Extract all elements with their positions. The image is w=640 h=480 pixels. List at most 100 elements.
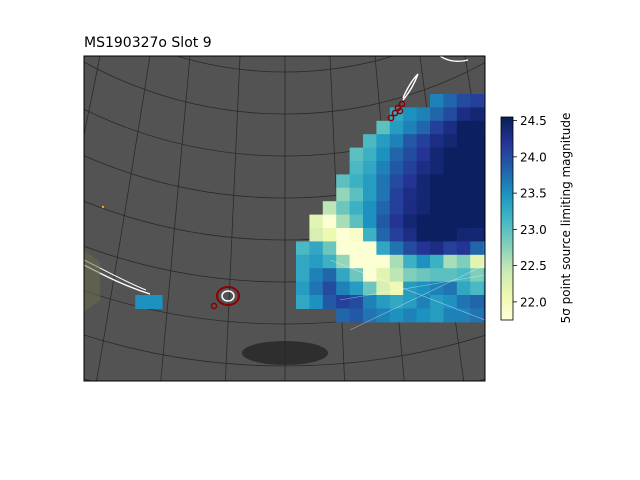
magnitude-cell [483, 268, 485, 283]
magnitude-cell [470, 214, 485, 229]
magnitude-cell [403, 161, 418, 175]
magnitude-cell [363, 134, 377, 149]
magnitude-cell [349, 174, 364, 189]
plot-axes [83, 55, 486, 382]
graticule-meridian [84, 56, 101, 137]
magnitude-cell [456, 281, 471, 296]
magnitude-cell [363, 214, 377, 229]
magnitude-cell [376, 308, 391, 323]
coverage-patch [84, 250, 100, 312]
magnitude-cell [309, 281, 324, 296]
magnitude-cell [443, 281, 458, 296]
magnitude-cell [456, 120, 471, 135]
magnitude-cell [389, 201, 404, 216]
magnitude-cell [430, 161, 444, 175]
candidate-marker [216, 286, 240, 306]
magnitude-cell [376, 214, 391, 229]
magnitude-cell [416, 241, 431, 256]
magnitude-cell [470, 228, 485, 242]
magnitude-cell [349, 308, 364, 323]
magnitude-cell [322, 254, 337, 269]
magnitude-cell [470, 187, 485, 202]
magnitude-cell [389, 187, 404, 202]
magnitude-cell [483, 254, 485, 269]
magnitude-cell [403, 254, 418, 269]
magnitude-cell [430, 201, 444, 216]
magnitude-cell [443, 308, 458, 323]
colorbar-tick-label: 23.5 [520, 187, 547, 201]
magnitude-cell [376, 161, 391, 175]
magnitude-cell [322, 268, 337, 283]
magnitude-cell [363, 201, 377, 216]
magnitude-cell [416, 161, 431, 175]
magnitude-cell [456, 174, 471, 189]
graticule-meridian [225, 56, 241, 381]
magnitude-cell [389, 161, 404, 175]
magnitude-cell [403, 241, 418, 256]
magnitude-cell [430, 187, 444, 202]
magnitude-cell [322, 241, 337, 256]
magnitude-cell [443, 214, 458, 229]
magnitude-cell [403, 174, 418, 189]
magnitude-cell [322, 214, 337, 229]
magnitude-cell [430, 295, 444, 309]
magnitude-cell [336, 174, 351, 189]
magnitude-cell [443, 241, 458, 256]
limiting-magnitude-cells [135, 94, 485, 323]
colorbar-tick-label: 24.0 [520, 150, 547, 164]
magnitude-cell [416, 134, 431, 149]
magnitude-cell [376, 201, 391, 216]
magnitude-cell [430, 268, 444, 283]
magnitude-cell [349, 295, 364, 309]
magnitude-cell [430, 214, 444, 229]
magnitude-cell [430, 120, 444, 135]
magnitude-cell [456, 94, 471, 108]
magnitude-cell [483, 120, 485, 135]
magnitude-cell [456, 214, 471, 229]
magnitude-cell [336, 268, 351, 283]
magnitude-cell [430, 281, 444, 296]
magnitude-cell [309, 254, 324, 269]
magnitude-cell [416, 214, 431, 229]
magnitude-cell [483, 147, 485, 162]
sun-exclusion-region [242, 341, 328, 365]
magnitude-cell [470, 254, 485, 269]
magnitude-cell [403, 214, 418, 229]
magnitude-cell [443, 174, 458, 189]
magnitude-cell [363, 147, 377, 162]
magnitude-cell [416, 228, 431, 242]
magnitude-cell [443, 254, 458, 269]
magnitude-cell [416, 187, 431, 202]
magnitude-cell [443, 268, 458, 283]
magnitude-cell [363, 228, 377, 242]
magnitude-cell [363, 161, 377, 175]
magnitude-cell [403, 201, 418, 216]
magnitude-cell [376, 254, 391, 269]
magnitude-cell [349, 161, 364, 175]
candidate-marker [398, 100, 406, 108]
magnitude-cell [336, 295, 351, 309]
magnitude-cell [430, 241, 444, 256]
magnitude-cell [322, 201, 337, 216]
candidate-marker [391, 109, 399, 117]
magnitude-cell [389, 134, 404, 149]
magnitude-cell [470, 120, 485, 135]
magnitude-cell [309, 228, 324, 242]
magnitude-cell [470, 134, 485, 149]
magnitude-cell [443, 107, 458, 122]
graticule-meridian [160, 56, 191, 381]
chart-title: MS190327o Slot 9 [84, 35, 212, 51]
magnitude-cell [363, 187, 377, 202]
magnitude-cell [456, 107, 471, 122]
magnitude-cell [322, 281, 337, 296]
magnitude-cell [389, 308, 404, 323]
grid-overlay-line [329, 259, 485, 331]
magnitude-cell [470, 161, 485, 175]
magnitude-cell [430, 94, 444, 108]
magnitude-cell [416, 120, 431, 135]
magnitude-cell [363, 295, 377, 309]
magnitude-cell [430, 107, 444, 122]
magnitude-cell [430, 308, 444, 323]
magnitude-cell [296, 281, 310, 296]
magnitude-cell [430, 228, 444, 242]
